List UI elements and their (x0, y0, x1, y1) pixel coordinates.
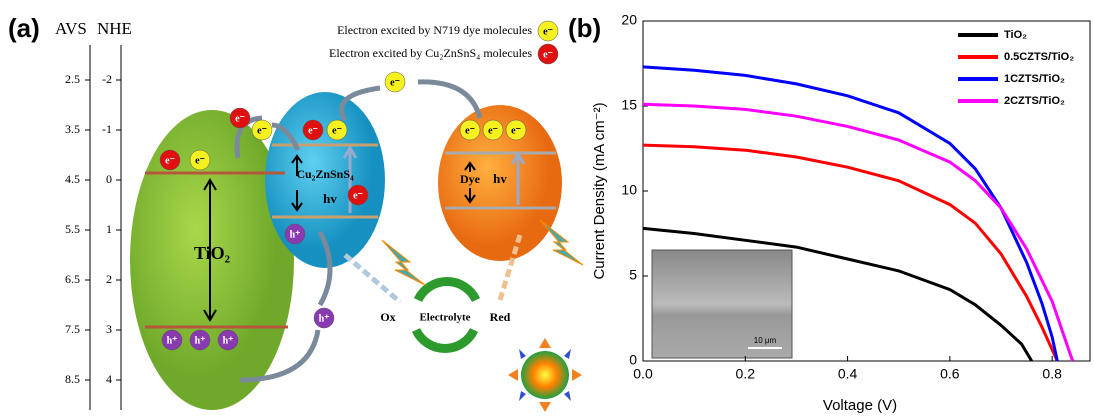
y-tick-label: 15 (621, 97, 637, 113)
x-tick-label: 0.6 (940, 366, 960, 382)
dye-label: Dye (460, 172, 481, 186)
carrier-label: h⁺ (223, 335, 234, 346)
nhe-tick-label: 2 (106, 272, 112, 286)
x-axis-label: Voltage (V) (823, 397, 897, 414)
carrier-label: e⁻ (332, 125, 342, 136)
legend-entry: Electron excited by Cu₂ZnSnS₄ molecules (329, 46, 532, 60)
avs-title: AVS (55, 19, 87, 38)
avs-tick-label: 7.5 (65, 322, 80, 336)
red-label: Red (490, 310, 511, 324)
nhe-tick-label: 1 (106, 222, 112, 236)
legend-label: 0.5CZTS/TiO₂ (1004, 51, 1074, 63)
carrier-label: e⁻ (511, 125, 521, 136)
avs-tick-label: 5.5 (65, 222, 80, 236)
carrier-label: h⁺ (319, 313, 330, 324)
carrier-label: h⁺ (290, 229, 301, 240)
carrier-label: e⁻ (195, 155, 205, 166)
electrolyte-label: Electrolyte (419, 312, 470, 324)
carrier-label: e⁻ (543, 26, 553, 37)
legend-entry: Electron excited by N719 dye molecules (337, 23, 532, 37)
carrier-label: e⁻ (165, 155, 175, 166)
hv-label: hv (493, 171, 507, 186)
nhe-tick-label: 3 (106, 322, 112, 336)
panel-label: (a) (8, 13, 40, 43)
y-tick-label: 0 (629, 352, 637, 368)
legend-label: 1CZTS/TiO₂ (1004, 73, 1065, 85)
panel-b: (b) Voltage (V) Current Density (mA cm⁻²… (568, 12, 1090, 414)
sun (508, 338, 582, 412)
figure: (a) AVS NHE e⁻e⁻e⁻e⁻e⁻e⁻e⁻e⁻e⁻e⁻e⁻e⁻e⁻h (0, 0, 1094, 416)
legend-label: TiO₂ (1004, 29, 1027, 41)
nhe-tick-label: -2 (102, 72, 112, 86)
panel-label: (b) (568, 13, 601, 43)
legend-label: 2CZTS/TiO₂ (1004, 95, 1065, 107)
carrier-label: e⁻ (257, 125, 267, 136)
carrier-label: e⁻ (465, 125, 475, 136)
carrier-label: e⁻ (308, 125, 318, 136)
y-tick-label: 20 (621, 12, 637, 28)
carrier-label: h⁺ (167, 335, 178, 346)
y-tick-label: 5 (629, 267, 637, 283)
x-tick-label: 0.8 (1042, 366, 1062, 382)
avs-tick-label: 3.5 (65, 122, 80, 136)
czts-label: Cu₂ZnSnS₄ (296, 167, 354, 181)
nhe-title: NHE (97, 19, 132, 38)
x-tick-label: 0.4 (838, 366, 858, 382)
avs-tick-label: 8.5 (65, 372, 80, 386)
ox-label: Ox (380, 310, 395, 324)
nhe-tick-label: 4 (106, 372, 112, 386)
carrier-label: e⁻ (488, 125, 498, 136)
carrier-label: e⁻ (353, 190, 363, 201)
panel-a: (a) AVS NHE e⁻e⁻e⁻e⁻e⁻e⁻e⁻e⁻e⁻e⁻e⁻e⁻e⁻h (8, 13, 583, 412)
nhe-tick-label: 0 (106, 172, 112, 186)
inset-scale-label: 10 μm (754, 336, 777, 345)
avs-tick-label: 4.5 (65, 172, 80, 186)
carrier-label: e⁻ (390, 77, 400, 88)
x-tick-label: 0.2 (736, 366, 756, 382)
carrier-label: e⁻ (543, 49, 553, 60)
carrier-label: h⁺ (195, 335, 206, 346)
nhe-tick-label: -1 (102, 122, 112, 136)
y-axis-label: Current Density (mA cm⁻²) (591, 102, 608, 279)
tio2-label: TiO₂ (194, 243, 230, 263)
hv-label: hv (323, 191, 337, 206)
x-tick-label: 0.0 (633, 366, 653, 382)
y-tick-label: 10 (621, 182, 637, 198)
avs-tick-label: 2.5 (65, 72, 80, 86)
carrier-label: e⁻ (235, 113, 245, 124)
avs-tick-label: 6.5 (65, 272, 80, 286)
